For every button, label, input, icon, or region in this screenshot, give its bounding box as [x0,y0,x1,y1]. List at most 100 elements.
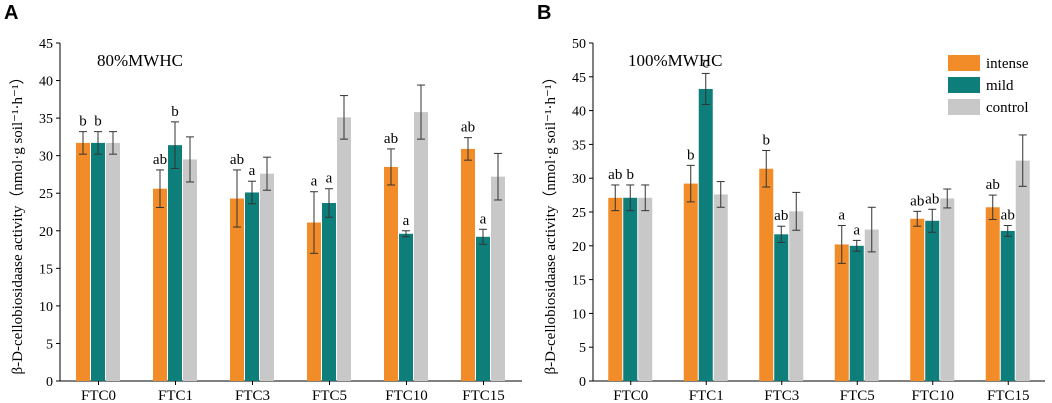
x-tick-label: FTC15 [987,388,1030,403]
bar-intense [834,244,849,381]
significance-label: c [702,55,709,71]
significance-label: b [763,132,771,148]
bar-control [789,211,804,381]
bar-mild [168,145,182,381]
y-tick-label: 35 [572,138,586,153]
significance-label: ab [1001,208,1015,224]
chart-panel-b: 0 5 10 15 20 25 30 35 40 45 50 β-D-cellobiosidaase … [542,37,1045,403]
bar-mild [322,202,336,381]
legend-swatch-mild [948,77,980,93]
bar-control [106,142,120,381]
bar-intense [608,197,623,381]
x-tick-label: FTC15 [462,388,505,403]
significance-label: ab [774,208,788,224]
y-tick-label: 35 [39,112,53,127]
y-tick-label: 0 [46,375,53,390]
legend: intense mild control [948,55,1029,116]
y-tick-label: 20 [572,240,586,255]
x-tick-label: FTC5 [840,388,875,403]
significance-label: a [403,213,410,229]
bar-mild [91,142,105,381]
significance-label: a [249,163,256,179]
legend-label-mild: mild [986,78,1014,94]
y-axis-title: β-D-cellobiosidaase activity（nmol·g soil… [542,70,559,375]
y-tick-label: 5 [46,337,53,352]
y-tick-label: 15 [39,262,53,277]
legend-label-control: control [986,100,1029,116]
significance-label: a [480,211,487,227]
y-tick-label: 40 [572,105,586,120]
x-tick-label: FTC3 [235,388,270,403]
bar-control [337,117,351,382]
condition-label: 80%MWHC [97,51,183,70]
x-tick-label: FTC3 [764,388,799,403]
significance-label: a [326,171,333,187]
bar-intense [910,218,925,381]
significance-label: b [687,147,695,163]
bar-intense [153,188,167,381]
bar-intense [985,207,1000,381]
bar-control [1015,160,1030,381]
significance-label: ab [608,167,622,183]
bar-mild [245,192,259,381]
bar-mild [774,234,789,381]
significance-label: ab [384,131,398,147]
x-tick-label: FTC0 [613,388,648,403]
y-tick-label: 20 [39,225,53,240]
significance-label: b [627,167,635,183]
bar-mild [849,245,864,381]
y-tick-label: 10 [39,300,53,315]
y-tick-label: 0 [579,375,586,390]
bar-intense [76,142,90,381]
bar-control [638,197,653,381]
bar-mild [925,220,940,381]
y-tick-label: 30 [39,150,53,165]
significance-label: a [853,222,860,238]
y-tick-label: 50 [572,37,586,52]
x-tick-label: FTC1 [158,388,193,403]
significance-label: b [171,104,179,120]
x-tick-label: FTC10 [911,388,954,403]
bar-control [940,198,955,381]
panel-letter-b: B [537,2,551,24]
legend-swatch-control [948,99,980,115]
significance-label: b [94,114,102,130]
significance-label: ab [925,191,939,207]
bar-control [491,176,505,381]
bar-mild [698,88,713,381]
significance-label: ab [230,152,244,168]
significance-label: ab [986,177,1000,193]
bar-control [414,112,428,381]
chart-panel-a: 0 5 10 15 20 25 30 35 40 45 β-D-cellobiosidaase ac… [9,37,522,403]
y-tick-label: 40 [39,75,53,90]
bar-control [864,229,879,381]
significance-label: a [838,208,845,224]
bar-control [713,194,728,381]
x-tick-label: FTC10 [385,388,428,403]
significance-label: b [79,114,87,130]
condition-label: 100%MWHC [628,51,722,70]
significance-label: a [311,174,318,190]
bar-mild [476,236,490,381]
bar-control [183,159,197,381]
y-axis-title: β-D-cellobiosidaase activity（nmol·g soil… [9,70,26,375]
bar-mild [1000,230,1015,381]
bar-intense [230,198,244,381]
bar-intense [683,183,698,381]
bar-intense [307,222,321,381]
legend-label-intense: intense [986,56,1029,72]
y-tick-label: 25 [572,206,586,221]
legend-swatch-intense [948,55,980,71]
y-tick-label: 25 [39,187,53,202]
bar-intense [461,148,475,381]
y-tick-label: 10 [572,307,586,322]
bar-intense [759,168,774,381]
significance-label: ab [910,193,924,209]
bar-mild [623,197,638,381]
significance-label: ab [461,120,475,136]
y-tick-label: 15 [572,274,586,289]
y-tick-label: 45 [572,71,586,86]
y-tick-label: 5 [579,341,586,356]
bar-intense [384,166,398,381]
